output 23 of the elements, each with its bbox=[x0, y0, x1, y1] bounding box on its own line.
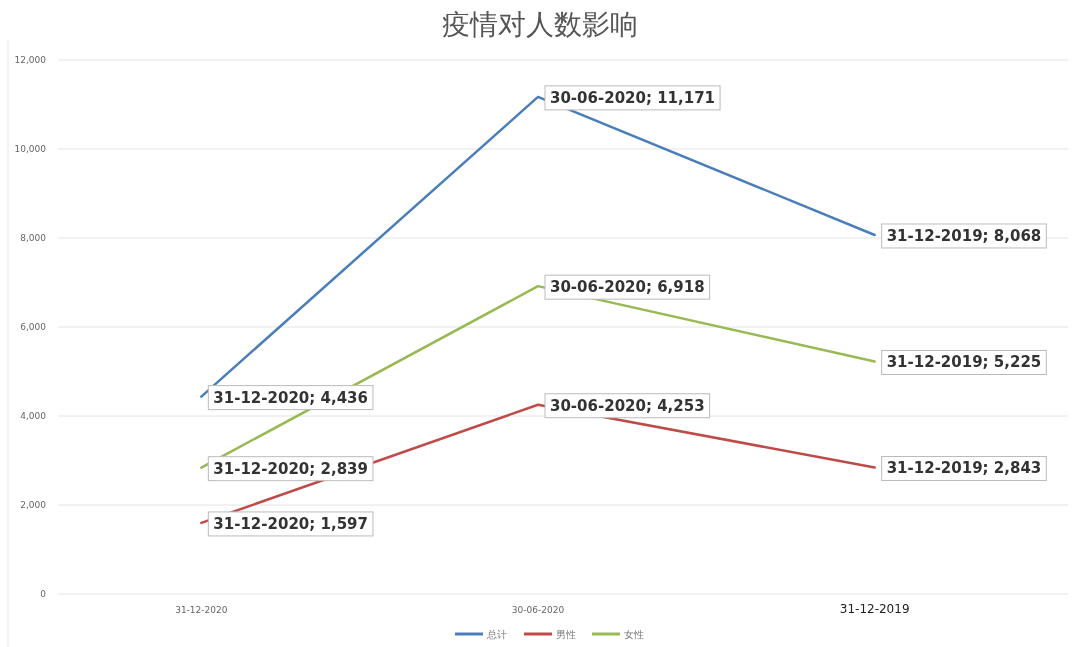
x-tick-label: 30-06-2020 bbox=[511, 605, 565, 615]
legend-label: 男性 bbox=[556, 629, 576, 640]
data-label: 31-12-2020; 2,839 bbox=[213, 459, 368, 478]
chart-title: 疫情对人数影响 bbox=[442, 8, 638, 41]
y-tick-label: 6,000 bbox=[20, 322, 47, 332]
data-label: 31-12-2020; 4,436 bbox=[213, 388, 368, 407]
y-tick-label: 2,000 bbox=[20, 500, 47, 510]
legend-label: 女性 bbox=[624, 629, 644, 640]
y-tick-label: 4,000 bbox=[20, 411, 47, 421]
x-tick-label: 31-12-2020 bbox=[175, 605, 228, 615]
data-label: 31-12-2019; 2,843 bbox=[886, 459, 1042, 478]
data-label: 30-06-2020; 6,918 bbox=[550, 278, 705, 297]
y-tick-label: 12,000 bbox=[14, 55, 47, 65]
data-label: 30-06-2020; 11,171 bbox=[550, 88, 716, 107]
x-tick-label: 31-12-2019 bbox=[839, 602, 910, 616]
y-tick-label: 8,000 bbox=[20, 233, 47, 243]
legend-label: 总计 bbox=[486, 629, 507, 640]
data-label: 30-06-2020; 4,253 bbox=[550, 396, 705, 415]
data-label: 31-12-2020; 1,597 bbox=[213, 514, 368, 533]
y-tick-label: 10,000 bbox=[14, 144, 47, 154]
y-tick-label: 0 bbox=[40, 589, 47, 599]
data-label: 31-12-2019; 5,225 bbox=[886, 353, 1042, 372]
data-label: 31-12-2019; 8,068 bbox=[886, 226, 1042, 245]
